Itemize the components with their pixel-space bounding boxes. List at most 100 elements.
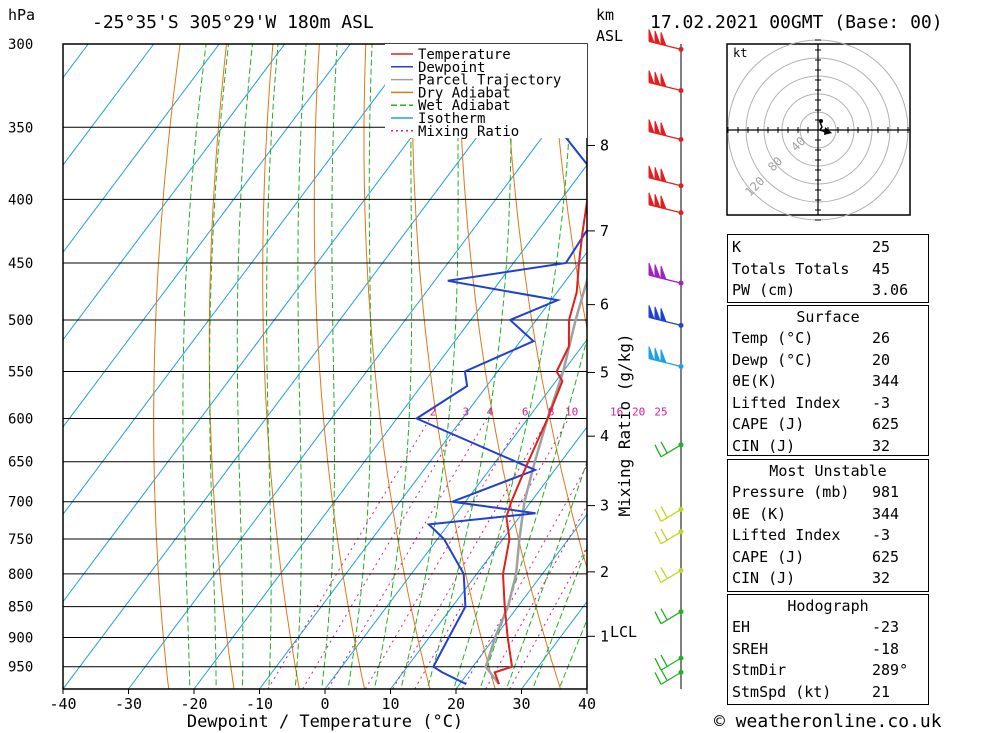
- row-value: 625: [872, 547, 900, 566]
- wind-barb: [654, 441, 682, 458]
- pressure-tick-label: 450: [8, 256, 33, 272]
- row-label: SREH: [732, 639, 769, 658]
- dry-adiabat-line: [153, 44, 181, 689]
- table-row: θE(K) 344: [732, 371, 924, 392]
- legend-label: Dewpoint: [418, 60, 485, 76]
- pressure-tick-label: 300: [8, 37, 33, 53]
- wet-adiabat-line: [236, 44, 253, 689]
- mixing-ratio-line: [461, 464, 587, 689]
- mixing-ratio-line: [302, 418, 464, 689]
- wind-barb: [648, 70, 682, 92]
- row-label: Temp (°C): [732, 329, 814, 347]
- wind-barb: [654, 608, 682, 625]
- table-row: StmDir 289°: [732, 660, 924, 681]
- dry-adiabat-line: [411, 44, 496, 689]
- isobar-lines: [63, 43, 587, 668]
- row-value: 3.06: [872, 281, 909, 300]
- row-value: 26: [872, 329, 891, 347]
- row-label: K: [732, 238, 742, 256]
- mixing-ratio-axis-label: Mixing Ratio (g/kg): [615, 333, 634, 516]
- hodograph-trace: [818, 121, 827, 133]
- dry-adiabat-line: [551, 44, 587, 331]
- most-unstable-title: Most Unstable: [769, 462, 887, 480]
- table-row: StmSpd (kt) 21: [732, 682, 924, 703]
- wet-adiabat-line: [453, 44, 573, 689]
- storm-motion-marker: [824, 127, 832, 135]
- table-row: Dewp (°C) 20: [732, 350, 924, 371]
- mixing-ratio-label: 3: [462, 405, 469, 418]
- isotherm-lines: [63, 44, 587, 689]
- row-label: Dewp (°C): [732, 350, 814, 369]
- row-value: 21: [872, 682, 891, 701]
- mixing-ratio-label: 20: [632, 405, 645, 418]
- row-value: 289°: [872, 661, 909, 680]
- row-label: Pressure (mb): [732, 483, 850, 501]
- pressure-tick-label: 500: [8, 313, 33, 329]
- row-value: 981: [872, 483, 900, 501]
- row-value: -3: [872, 526, 891, 545]
- row-value: 32: [872, 437, 891, 455]
- row-value: -3: [872, 393, 891, 412]
- mixing-ratio-line: [364, 418, 523, 689]
- wind-barb: [654, 654, 682, 671]
- km-tick-label: 8: [600, 136, 609, 154]
- pressure-tick-label: 650: [8, 455, 33, 471]
- mixing-ratio-label: 10: [565, 405, 578, 418]
- isotherm-line: [63, 44, 548, 689]
- dry-adiabat-lines: [153, 44, 587, 689]
- x-tick-label: 10: [381, 695, 399, 713]
- dry-adiabat-line: [458, 44, 561, 689]
- legend-label: Wet Adiabat: [418, 98, 511, 114]
- wind-barb: [648, 29, 682, 51]
- mixing-ratio-lines: [267, 418, 587, 689]
- wind-barb: [648, 192, 682, 214]
- hodograph-title: Hodograph: [787, 597, 869, 615]
- wind-barb: [654, 528, 682, 545]
- legend-label: Isotherm: [418, 111, 485, 127]
- table-row: θE (K) 344: [732, 504, 924, 525]
- x-tick-label: 40: [578, 695, 596, 713]
- row-value: 20: [872, 350, 891, 369]
- isotherm-line: [63, 44, 351, 428]
- x-tick-label: 0: [320, 695, 329, 713]
- wind-barb: [648, 262, 682, 284]
- wind-barb: [648, 305, 682, 326]
- table-row: CAPE (J) 625: [732, 414, 924, 435]
- location-title: -25°35'S 305°29'W 180m ASL: [92, 12, 374, 33]
- wind-barb: [648, 346, 682, 368]
- row-label: CIN (J): [732, 569, 796, 588]
- table-row: Temp (°C) 26: [732, 328, 924, 349]
- row-label: EH: [732, 618, 751, 636]
- pressure-tick-label: 700: [8, 495, 33, 511]
- mixing-ratio-line: [267, 418, 431, 689]
- height-axis: 8 7 6 5 4 3 2 1: [587, 136, 609, 645]
- table-row: CIN (J) 32: [732, 436, 924, 457]
- parcel-trajectory-line: [484, 276, 587, 685]
- x-tick-label: -30: [115, 695, 142, 713]
- mixing-ratio-line: [509, 546, 587, 689]
- wet-adiabat-line: [266, 44, 279, 689]
- legend-label: Mixing Ratio: [418, 124, 519, 140]
- wet-adiabat-line: [209, 44, 229, 689]
- wet-adiabat-line: [373, 44, 413, 689]
- hodograph-table: Hodograph EH -23 SREH -18 StmDir 289° StmSpd (…: [727, 594, 929, 705]
- row-label: θE (K): [732, 504, 787, 523]
- table-row: Totals Totals 45: [732, 259, 924, 280]
- wind-barbs: [648, 29, 684, 689]
- datetime-title: 17.02.2021 00GMT (Base: 00): [650, 12, 943, 33]
- wind-barb: [648, 119, 682, 141]
- pressure-tick-label: 550: [8, 364, 33, 380]
- copyright-footer: © weatheronline.co.uk: [714, 711, 942, 732]
- isotherm-line: [63, 44, 155, 166]
- km-tick-label: 5: [600, 363, 609, 381]
- row-value: 344: [872, 504, 900, 523]
- pressure-tick-label: 950: [8, 660, 33, 676]
- mixing-ratio-label: 4: [487, 405, 494, 418]
- row-value: 625: [872, 415, 900, 434]
- km-unit-label: km: [596, 6, 614, 24]
- table-row: Lifted Index -3: [732, 525, 924, 546]
- pressure-tick-label: 750: [8, 532, 33, 548]
- isotherm-line: [455, 513, 587, 689]
- row-label: Totals Totals: [732, 259, 850, 278]
